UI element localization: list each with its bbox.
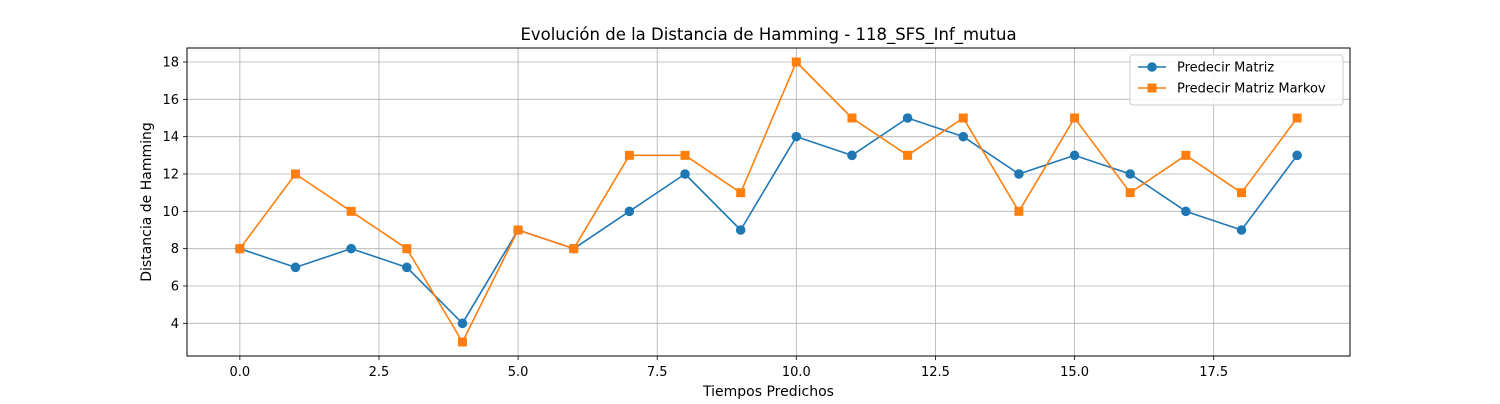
legend-label: Predecir Matriz [1177,61,1274,76]
data-point [1292,113,1302,123]
data-point [513,225,523,235]
data-point [1014,206,1024,216]
legend-marker [1147,62,1157,72]
data-point [624,150,634,160]
data-point [680,150,690,160]
series-layer [235,57,1302,347]
y-tick-label: 4 [171,317,179,332]
series-1 [235,113,1302,329]
series-2 [235,57,1302,347]
data-point [402,262,412,273]
data-point [346,243,356,254]
data-point [735,225,746,235]
y-tick-label: 12 [162,168,179,183]
data-point [457,318,468,329]
data-point [958,131,969,142]
legend-label: Predecir Matriz Markov [1177,82,1326,97]
legend-item: Predecir Matriz Markov [1138,82,1326,97]
data-point [1069,150,1080,161]
chart-title: Evolución de la Distancia de Hamming - 1… [520,25,1016,45]
legend: Predecir Matriz Predecir Matriz Markov [1129,54,1344,106]
data-point [1236,225,1247,235]
data-point [1014,169,1024,179]
data-point [680,169,690,179]
data-point [1181,150,1191,160]
x-tick-label: 15.0 [1060,365,1089,380]
data-point [569,244,579,254]
data-point [1292,150,1302,161]
legend-marker [1147,83,1157,93]
data-point [457,337,467,347]
data-point [791,131,802,142]
data-point [847,113,857,123]
series-line [239,117,1298,325]
grid [187,48,1350,356]
data-point [402,244,412,254]
data-point [291,169,301,179]
data-point [235,244,245,254]
series-line [239,61,1298,343]
data-point [736,188,746,198]
x-tick-label: 5.0 [508,365,529,380]
ticks: 0.0 2.5 5.0 7.5 10.0 12.5 15.0 17.5 4 6 8 10 12 14 16 1… [162,56,1228,381]
x-tick-label: 10.0 [782,365,811,380]
data-point [847,150,857,161]
y-tick-label: 14 [162,130,179,145]
data-point [902,113,913,123]
data-point [1125,188,1135,198]
data-point [958,113,968,123]
x-tick-label: 2.5 [369,365,390,380]
y-tick-label: 16 [162,93,179,108]
data-point [1125,169,1135,179]
legend-box [1129,54,1344,106]
y-tick-label: 8 [171,242,179,257]
y-tick-label: 18 [162,56,179,71]
x-axis-label: Tiempos Predichos [702,384,834,400]
plot-frame [186,47,1351,357]
data-point [290,262,301,273]
x-tick-label: 17.5 [1199,365,1228,380]
x-tick-label: 12.5 [921,365,950,380]
y-tick-label: 6 [171,280,179,295]
data-point [1070,113,1080,123]
data-point [1181,206,1191,217]
legend-item: Predecir Matriz [1138,61,1274,76]
data-point [791,57,801,67]
data-point [346,206,356,216]
y-axis-label: Distancia de Hamming [139,122,155,282]
data-point [1236,188,1246,198]
data-point [903,150,913,160]
data-point [624,206,635,217]
x-tick-label: 7.5 [647,365,668,380]
x-tick-label: 0.0 [230,365,251,380]
y-tick-label: 10 [162,205,179,220]
